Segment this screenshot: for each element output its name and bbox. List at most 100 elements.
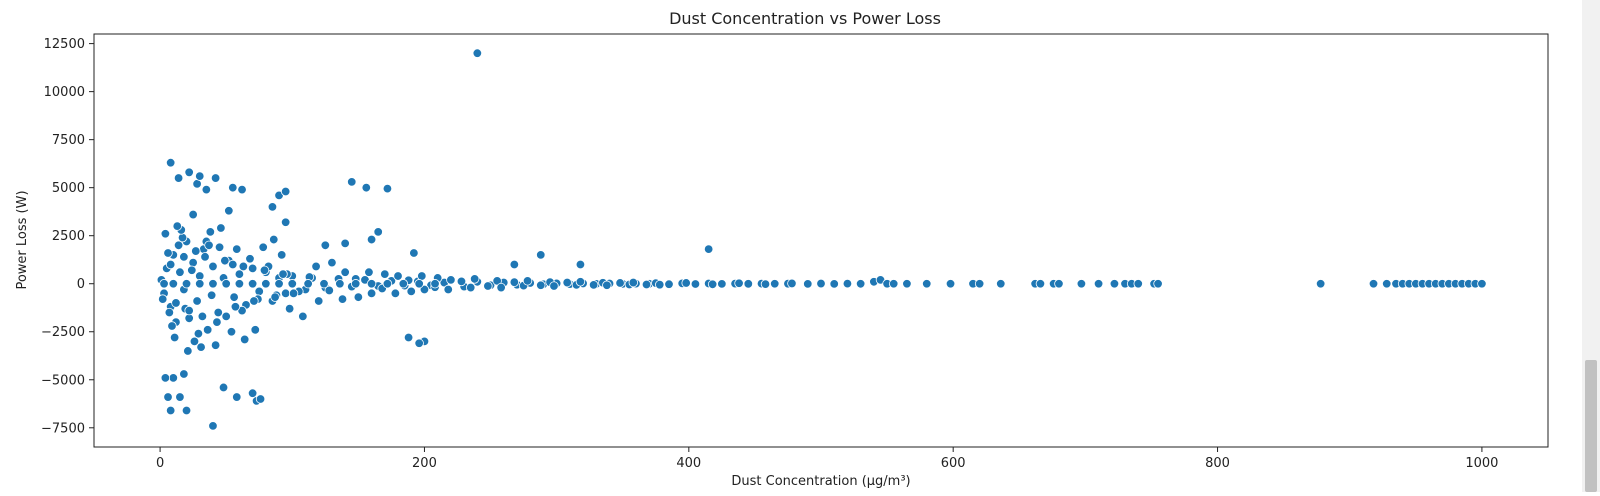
data-point [255,394,266,404]
data-point [1109,279,1120,289]
x-tick-label: 800 [1205,456,1230,471]
data-point [466,282,476,293]
y-tick-label: −2500 [41,325,85,340]
data-point [324,285,334,296]
data-point [703,244,714,254]
data-point [221,311,231,322]
y-axis-ticks: −7500 −5000 −2500 0 2500 5000 7500 10000 12500 [41,37,94,436]
data-point [247,388,258,398]
data-point [319,279,329,289]
data-point [353,292,364,302]
data-point [922,279,932,289]
data-point [191,246,201,256]
data-point [340,238,350,249]
data-point [1368,279,1379,289]
data-point [398,279,409,289]
data-point [224,206,234,216]
y-tick-label: 10000 [44,85,85,100]
data-point [168,279,179,289]
y-tick-label: −5000 [41,373,85,388]
x-axis-ticks: 0 200 400 600 800 1000 [156,447,1498,471]
data-point [206,290,217,300]
data-point [588,280,599,290]
data-point [419,284,430,295]
data-point [277,250,287,260]
data-point [406,286,416,297]
y-tick-label: 5000 [52,181,85,196]
data-point [1382,279,1392,289]
data-point [803,279,813,289]
data-point [250,325,260,335]
data-point [889,279,899,289]
x-tick-label: 600 [941,456,966,471]
data-point [787,278,797,289]
data-point [280,217,291,227]
data-point [562,277,572,288]
data-point [681,278,691,288]
vertical-scrollbar-thumb[interactable] [1585,360,1597,492]
data-point [364,267,374,277]
data-point [179,369,189,379]
data-point [159,279,169,289]
data-point [337,294,348,304]
data-point [707,279,718,290]
data-point [366,288,377,299]
data-point [303,279,313,289]
data-point [232,392,242,402]
data-point [202,325,213,335]
data-point [760,279,771,289]
data-point [239,334,250,345]
data-point [361,182,371,193]
data-point [210,340,221,350]
data-point [165,259,176,270]
data-point [165,405,176,416]
data-point [163,392,173,402]
data-point [327,257,337,268]
data-point [189,336,200,347]
data-point [245,254,255,264]
data-point [188,257,198,268]
data-point [208,261,218,272]
data-point [496,282,506,293]
data-point [602,280,612,290]
data-point [536,280,546,290]
data-point [200,252,210,262]
data-point [366,234,377,245]
data-point [641,279,652,290]
data-point [214,242,225,252]
data-point [184,167,194,178]
data-point [172,221,182,231]
y-tick-label: 12500 [44,37,85,52]
data-point [575,277,586,287]
data-point [509,259,520,270]
data-point [664,279,674,289]
data-point [188,209,198,220]
data-point [173,173,184,183]
data-point [340,267,350,277]
data-point [690,279,701,289]
data-point [1315,279,1326,289]
data-point [212,317,222,327]
data-point [270,292,280,302]
data-point [249,296,259,306]
data-point [382,279,393,289]
data-point [274,279,284,289]
data-point [335,279,345,289]
data-point [238,261,249,272]
data-point [403,332,414,343]
data-point [509,277,520,287]
data-point [288,288,299,299]
data-point [181,279,192,289]
data-point [234,279,245,289]
data-point [469,274,480,284]
data-point [414,279,424,289]
data-point [1133,279,1143,289]
data-point [164,307,175,318]
data-point [902,279,912,289]
data-point [945,279,956,289]
data-point [173,240,184,251]
data-point [165,157,176,168]
data-point [615,278,625,288]
data-point [204,240,214,251]
